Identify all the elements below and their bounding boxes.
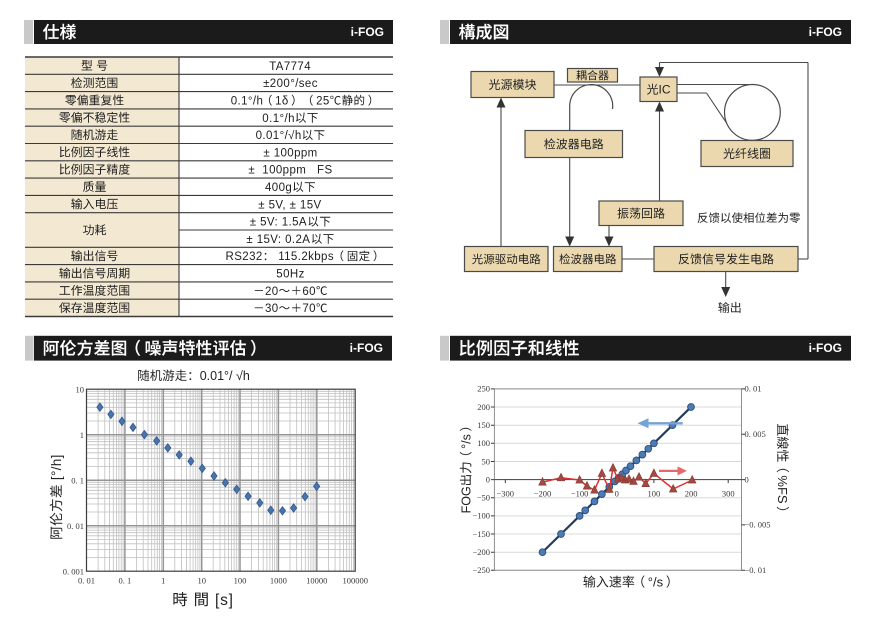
svg-text:400g: 400g — [265, 182, 292, 194]
svg-text:0: 0 — [486, 474, 490, 484]
svg-text:−250: −250 — [472, 565, 490, 575]
svg-text:50: 50 — [482, 456, 491, 466]
svg-text:100000: 100000 — [342, 575, 368, 585]
svg-text:i-FOG: i-FOG — [350, 341, 383, 355]
svg-text:10000: 10000 — [306, 575, 327, 585]
svg-text:0. 01: 0. 01 — [78, 575, 95, 585]
svg-text:115.2kbps: 115.2kbps — [275, 251, 334, 263]
svg-text:150: 150 — [477, 420, 490, 430]
svg-text:−50: −50 — [477, 493, 490, 503]
svg-text:0.1°/h: 0.1°/h — [262, 113, 295, 125]
svg-text:0. 001: 0. 001 — [63, 566, 84, 576]
svg-text:i-FOG: i-FOG — [809, 25, 842, 39]
svg-text:± 15V: 0.2A: ± 15V: 0.2A — [246, 234, 310, 246]
svg-text:200: 200 — [685, 488, 698, 498]
svg-text:0. 1: 0. 1 — [71, 475, 84, 485]
svg-text:100: 100 — [234, 575, 247, 585]
svg-text:1: 1 — [161, 575, 165, 585]
svg-text:0. 1: 0. 1 — [119, 575, 132, 585]
svg-text:FOG: FOG — [459, 486, 473, 513]
svg-text:250: 250 — [477, 384, 490, 394]
svg-text:300: 300 — [722, 488, 735, 498]
svg-text:%FS: %FS — [775, 475, 790, 504]
svg-text:−200: −200 — [534, 488, 552, 498]
svg-text:RS232: RS232 — [226, 251, 263, 263]
svg-text:−200: −200 — [472, 547, 490, 557]
svg-text:25: 25 — [316, 96, 330, 108]
svg-text:0. 01: 0. 01 — [745, 384, 762, 394]
svg-text:100: 100 — [477, 438, 490, 448]
svg-text:30: 30 — [265, 303, 279, 315]
svg-text:i-FOG: i-FOG — [809, 341, 842, 355]
svg-text:TA7774: TA7774 — [269, 61, 311, 73]
svg-text:± 100ppm FS: ± 100ppm FS — [248, 165, 332, 177]
svg-text:50Hz: 50Hz — [276, 269, 304, 281]
svg-text:1000: 1000 — [270, 575, 287, 585]
svg-text:°/s: °/s — [459, 434, 473, 449]
svg-text:60: 60 — [302, 286, 316, 298]
svg-text:0.1°/h: 0.1°/h — [231, 96, 264, 108]
svg-text:100: 100 — [648, 488, 661, 498]
svg-text:[s]: [s] — [210, 592, 234, 609]
svg-text:−0. 005: −0. 005 — [745, 520, 771, 530]
svg-text:−150: −150 — [472, 529, 490, 539]
svg-text:1: 1 — [80, 430, 84, 440]
svg-text:± 5V, ± 15V: ± 5V, ± 15V — [258, 199, 321, 211]
svg-text:10: 10 — [76, 384, 85, 394]
svg-text:0: 0 — [745, 474, 749, 484]
svg-text:[°/h]: [°/h] — [49, 454, 64, 484]
svg-text:IC: IC — [659, 83, 671, 97]
svg-text:0.01°/√h: 0.01°/√h — [256, 129, 302, 142]
svg-text:1δ: 1δ — [275, 96, 289, 108]
svg-text:200: 200 — [477, 402, 490, 412]
svg-text:0. 005: 0. 005 — [745, 429, 766, 439]
svg-text:−100: −100 — [571, 488, 589, 498]
svg-text:0: 0 — [615, 488, 619, 498]
svg-text:±200°/sec: ±200°/sec — [263, 78, 318, 90]
svg-text:20: 20 — [265, 286, 279, 298]
svg-text:0.01°/ √h: 0.01°/ √h — [200, 369, 250, 383]
svg-text:−100: −100 — [472, 511, 490, 521]
svg-text:°/s: °/s — [648, 575, 664, 590]
svg-text:i-FOG: i-FOG — [351, 25, 384, 39]
svg-text:−300: −300 — [497, 488, 515, 498]
svg-text:10: 10 — [197, 575, 206, 585]
svg-text:± 100ppm: ± 100ppm — [263, 147, 317, 159]
svg-text:0. 01: 0. 01 — [67, 521, 84, 531]
svg-text:± 5V: 1.5A: ± 5V: 1.5A — [250, 217, 307, 229]
svg-text:−0. 01: −0. 01 — [745, 565, 767, 575]
svg-text:70: 70 — [302, 303, 316, 315]
